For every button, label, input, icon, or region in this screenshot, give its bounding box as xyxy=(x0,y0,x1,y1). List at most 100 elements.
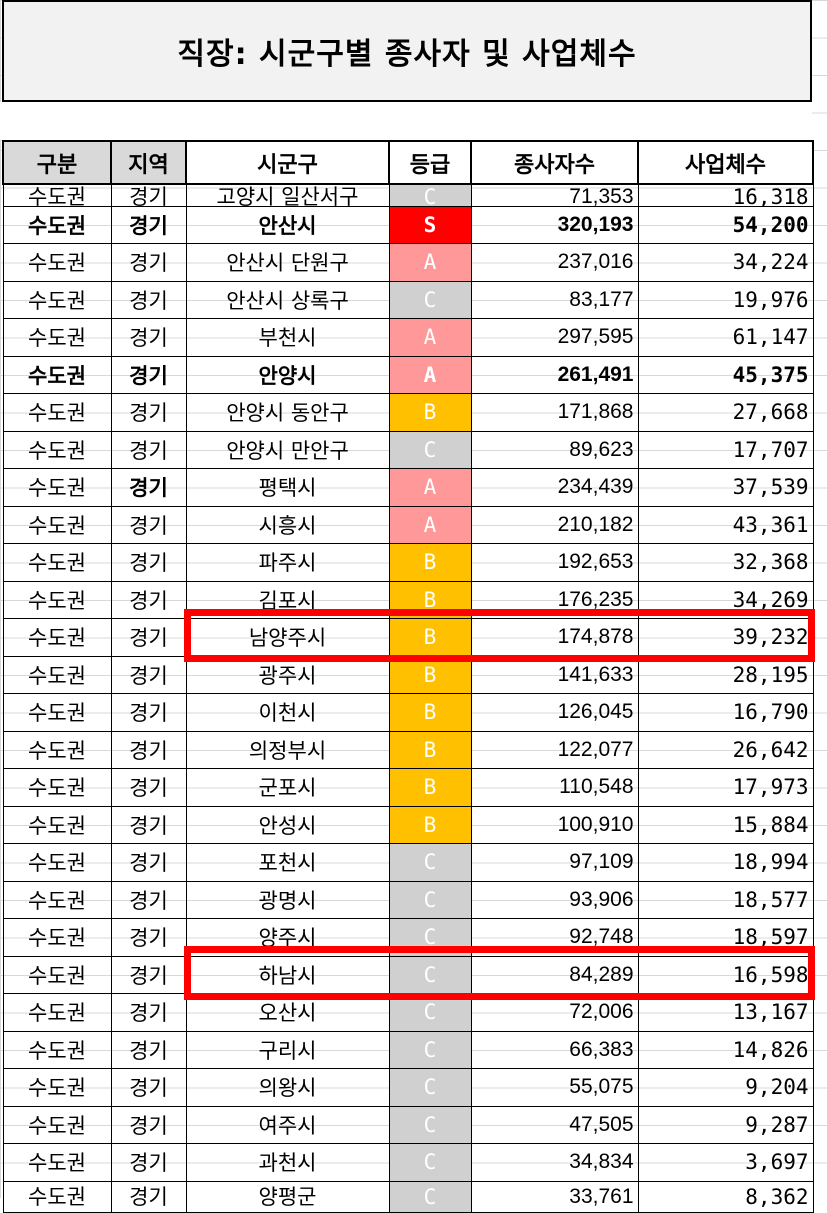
cell-region-type[interactable]: 수도권 xyxy=(2,918,112,957)
cell-businesses[interactable]: 18,577 xyxy=(637,880,814,919)
cell-region-type[interactable]: 수도권 xyxy=(2,280,112,319)
cell-grade[interactable]: A xyxy=(388,355,472,394)
cell-businesses[interactable]: 34,269 xyxy=(637,580,814,619)
cell-district[interactable]: 여주시 xyxy=(185,1105,390,1144)
cell-region[interactable]: 경기 xyxy=(110,618,187,657)
cell-region[interactable]: 경기 xyxy=(110,580,187,619)
cell-businesses[interactable]: 16,318 xyxy=(637,183,814,207)
cell-employees[interactable]: 72,006 xyxy=(470,993,639,1032)
cell-grade[interactable]: C xyxy=(388,1068,472,1107)
cell-region[interactable]: 경기 xyxy=(110,1143,187,1182)
cell-grade[interactable]: B xyxy=(388,655,472,694)
cell-grade[interactable]: B xyxy=(388,693,472,732)
cell-grade[interactable]: C xyxy=(388,955,472,994)
cell-employees[interactable]: 174,878 xyxy=(470,618,639,657)
cell-region[interactable]: 경기 xyxy=(110,243,187,282)
cell-district[interactable]: 과천시 xyxy=(185,1143,390,1182)
cell-businesses[interactable]: 27,668 xyxy=(637,393,814,432)
cell-region[interactable]: 경기 xyxy=(110,1030,187,1069)
cell-district[interactable]: 안양시 만안구 xyxy=(185,430,390,469)
cell-grade[interactable]: C xyxy=(388,430,472,469)
cell-district[interactable]: 안산시 xyxy=(185,205,390,244)
cell-region[interactable]: 경기 xyxy=(110,318,187,357)
cell-region-type[interactable]: 수도권 xyxy=(2,468,112,507)
cell-region-type[interactable]: 수도권 xyxy=(2,955,112,994)
cell-employees[interactable]: 83,177 xyxy=(470,280,639,319)
cell-district[interactable]: 양주시 xyxy=(185,918,390,957)
cell-region[interactable]: 경기 xyxy=(110,1068,187,1107)
cell-district[interactable]: 광명시 xyxy=(185,880,390,919)
cell-businesses[interactable]: 28,195 xyxy=(637,655,814,694)
cell-district[interactable]: 시흥시 xyxy=(185,505,390,544)
cell-employees[interactable]: 171,868 xyxy=(470,393,639,432)
cell-businesses[interactable]: 16,790 xyxy=(637,693,814,732)
cell-businesses[interactable]: 14,826 xyxy=(637,1030,814,1069)
cell-businesses[interactable]: 9,204 xyxy=(637,1068,814,1107)
cell-region-type[interactable]: 수도권 xyxy=(2,1068,112,1107)
cell-businesses[interactable]: 54,200 xyxy=(637,205,814,244)
cell-district[interactable]: 안산시 단원구 xyxy=(185,243,390,282)
cell-employees[interactable]: 141,633 xyxy=(470,655,639,694)
cell-region-type[interactable]: 수도권 xyxy=(2,768,112,807)
cell-district[interactable]: 안양시 동안구 xyxy=(185,393,390,432)
cell-grade[interactable]: C xyxy=(388,880,472,919)
cell-grade[interactable]: S xyxy=(388,205,472,244)
cell-businesses[interactable]: 17,973 xyxy=(637,768,814,807)
cell-region-type[interactable]: 수도권 xyxy=(2,393,112,432)
cell-region-type[interactable]: 수도권 xyxy=(2,693,112,732)
header-businesses[interactable]: 사업체수 xyxy=(637,140,814,185)
header-district[interactable]: 시군구 xyxy=(185,140,390,185)
cell-grade[interactable]: C xyxy=(388,1030,472,1069)
empty-spacer-row[interactable] xyxy=(0,102,812,141)
cell-grade[interactable]: C xyxy=(388,1180,472,1213)
cell-district[interactable]: 구리시 xyxy=(185,1030,390,1069)
cell-region[interactable]: 경기 xyxy=(110,505,187,544)
cell-district[interactable]: 안산시 상록구 xyxy=(185,280,390,319)
cell-employees[interactable]: 237,016 xyxy=(470,243,639,282)
cell-employees[interactable]: 71,353 xyxy=(470,183,639,207)
cell-businesses[interactable]: 39,232 xyxy=(637,618,814,657)
cell-employees[interactable]: 297,595 xyxy=(470,318,639,357)
cell-region-type[interactable]: 수도권 xyxy=(2,1143,112,1182)
cell-grade[interactable]: A xyxy=(388,505,472,544)
cell-employees[interactable]: 176,235 xyxy=(470,580,639,619)
cell-district[interactable]: 의왕시 xyxy=(185,1068,390,1107)
cell-region[interactable]: 경기 xyxy=(110,393,187,432)
cell-region[interactable]: 경기 xyxy=(110,993,187,1032)
header-region-type[interactable]: 구분 xyxy=(2,140,112,185)
cell-district[interactable]: 광주시 xyxy=(185,655,390,694)
cell-region[interactable]: 경기 xyxy=(110,205,187,244)
cell-region[interactable]: 경기 xyxy=(110,768,187,807)
cell-region-type[interactable]: 수도권 xyxy=(2,730,112,769)
cell-employees[interactable]: 47,505 xyxy=(470,1105,639,1144)
cell-employees[interactable]: 234,439 xyxy=(470,468,639,507)
cell-district[interactable]: 하남시 xyxy=(185,955,390,994)
cell-district[interactable]: 포천시 xyxy=(185,843,390,882)
cell-region[interactable]: 경기 xyxy=(110,1105,187,1144)
cell-grade[interactable]: B xyxy=(388,805,472,844)
cell-region-type[interactable]: 수도권 xyxy=(2,318,112,357)
cell-grade[interactable]: C xyxy=(388,993,472,1032)
cell-businesses[interactable]: 8,362 xyxy=(637,1180,814,1213)
cell-employees[interactable]: 100,910 xyxy=(470,805,639,844)
cell-district[interactable]: 오산시 xyxy=(185,993,390,1032)
cell-grade[interactable]: C xyxy=(388,183,472,207)
cell-region-type[interactable]: 수도권 xyxy=(2,243,112,282)
cell-district[interactable]: 남양주시 xyxy=(185,618,390,657)
cell-businesses[interactable]: 3,697 xyxy=(637,1143,814,1182)
cell-businesses[interactable]: 32,368 xyxy=(637,543,814,582)
cell-grade[interactable]: C xyxy=(388,918,472,957)
cell-region-type[interactable]: 수도권 xyxy=(2,205,112,244)
cell-region[interactable]: 경기 xyxy=(110,183,187,207)
cell-grade[interactable]: B xyxy=(388,730,472,769)
cell-grade[interactable]: C xyxy=(388,1105,472,1144)
cell-region-type[interactable]: 수도권 xyxy=(2,580,112,619)
cell-grade[interactable]: B xyxy=(388,393,472,432)
cell-grade[interactable]: C xyxy=(388,843,472,882)
cell-businesses[interactable]: 17,707 xyxy=(637,430,814,469)
cell-district[interactable]: 안양시 xyxy=(185,355,390,394)
cell-employees[interactable]: 126,045 xyxy=(470,693,639,732)
cell-region-type[interactable]: 수도권 xyxy=(2,430,112,469)
cell-grade[interactable]: B xyxy=(388,543,472,582)
cell-employees[interactable]: 89,623 xyxy=(470,430,639,469)
